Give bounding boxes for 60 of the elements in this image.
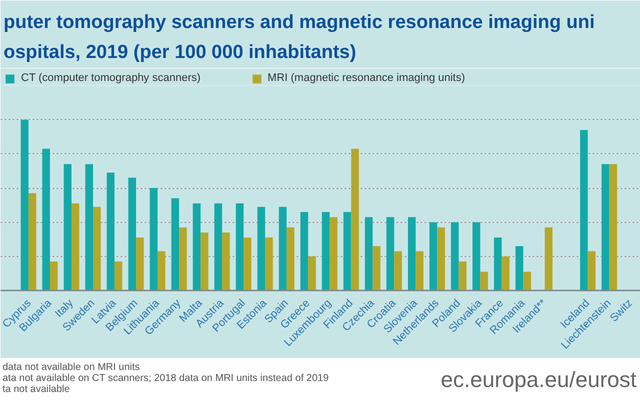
bar [20,120,28,290]
bar [300,212,308,290]
bar [244,238,252,290]
text: data not available on MRI units [2,362,140,373]
bar [458,261,466,290]
bar [372,246,380,290]
bar [158,251,166,290]
bar [50,261,58,290]
legend-label: CT (computer tomography scanners) [21,72,201,84]
bar [580,130,588,290]
bar [222,232,230,290]
chart-title: puter tomography scanners and magnetic resonance imaging uni ospitals, 2019 (per 100 000 inhabitants) [4,12,595,63]
bar [200,232,208,290]
bar [588,251,596,290]
bar [523,272,531,290]
text: ta not available [2,384,70,395]
bar [502,256,510,290]
bar [343,212,352,290]
bar [106,172,115,290]
bar [351,148,359,290]
bar [42,148,50,290]
bar [364,217,373,290]
bar [214,203,222,290]
bar [179,227,187,290]
bar [136,238,144,290]
bar [308,256,316,290]
bar [437,227,445,290]
legend-label: MRI (magnetic resonance imaging units) [268,72,466,84]
bar [257,206,266,290]
bar [64,164,72,290]
bar [429,222,438,290]
bar [330,217,338,290]
bar [394,251,402,290]
bar [114,261,122,290]
bar [93,206,101,290]
bar [450,222,459,290]
bar [472,222,480,290]
bar [408,217,416,290]
text: ec.europa.eu/eurost [440,367,637,392]
bar [28,193,36,290]
bar [480,272,488,290]
bar [602,164,610,290]
bar [85,164,94,290]
bar [128,178,136,290]
bar [71,203,80,290]
bar [416,251,424,290]
bar [150,188,158,290]
bar [494,238,502,290]
bar [171,198,180,290]
bar [609,164,618,290]
text: ata not available on CT scanners; 2018 data on MRI units instead of 2019 [2,373,330,384]
bar [544,227,553,290]
bar [265,238,273,290]
bar [386,217,394,290]
bar [278,206,287,290]
bar [322,212,330,290]
bar [236,203,244,290]
bar [192,203,201,290]
bar [516,246,524,290]
bar [286,227,294,290]
